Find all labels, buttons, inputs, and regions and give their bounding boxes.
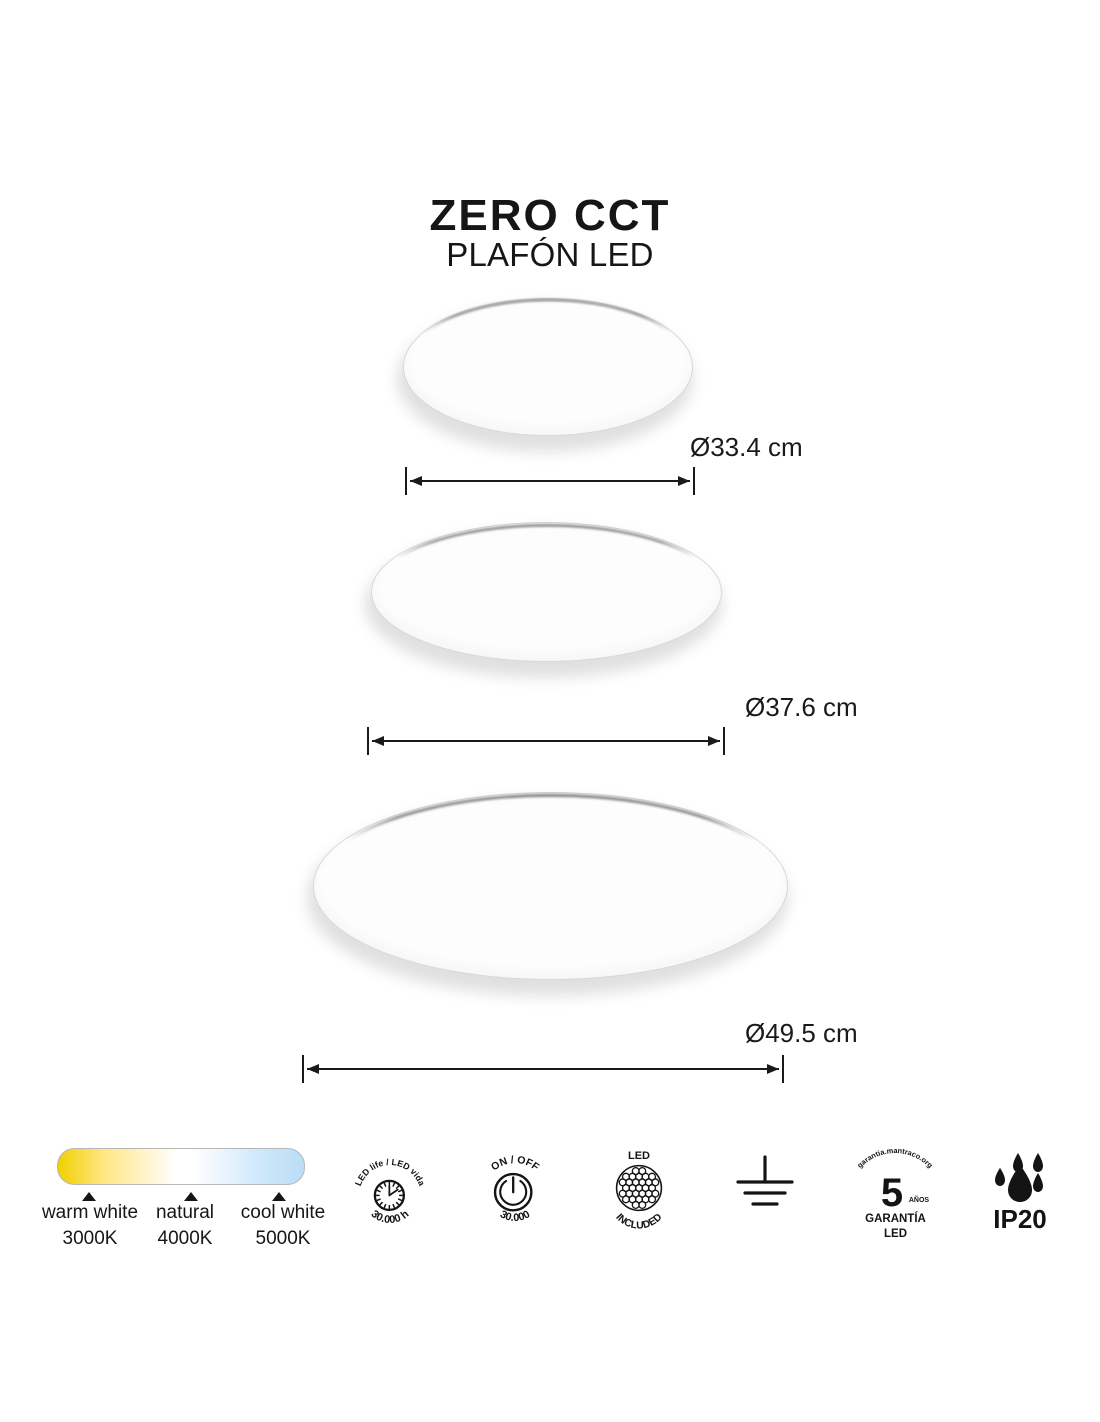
svg-text:LED: LED <box>884 1228 907 1240</box>
svg-text:AÑOS: AÑOS <box>909 1195 930 1204</box>
svg-text:garantia.mantraco.org: garantia.mantraco.org <box>855 1148 935 1170</box>
svg-text:INCLUDED: INCLUDED <box>613 1212 664 1232</box>
svg-text:5: 5 <box>881 1171 903 1215</box>
svg-text:IP20: IP20 <box>993 1204 1047 1234</box>
svg-text:GARANTÍA: GARANTÍA <box>865 1212 926 1225</box>
svg-text:LED: LED <box>628 1150 650 1162</box>
svg-text:ON / OFF: ON / OFF <box>489 1154 542 1174</box>
